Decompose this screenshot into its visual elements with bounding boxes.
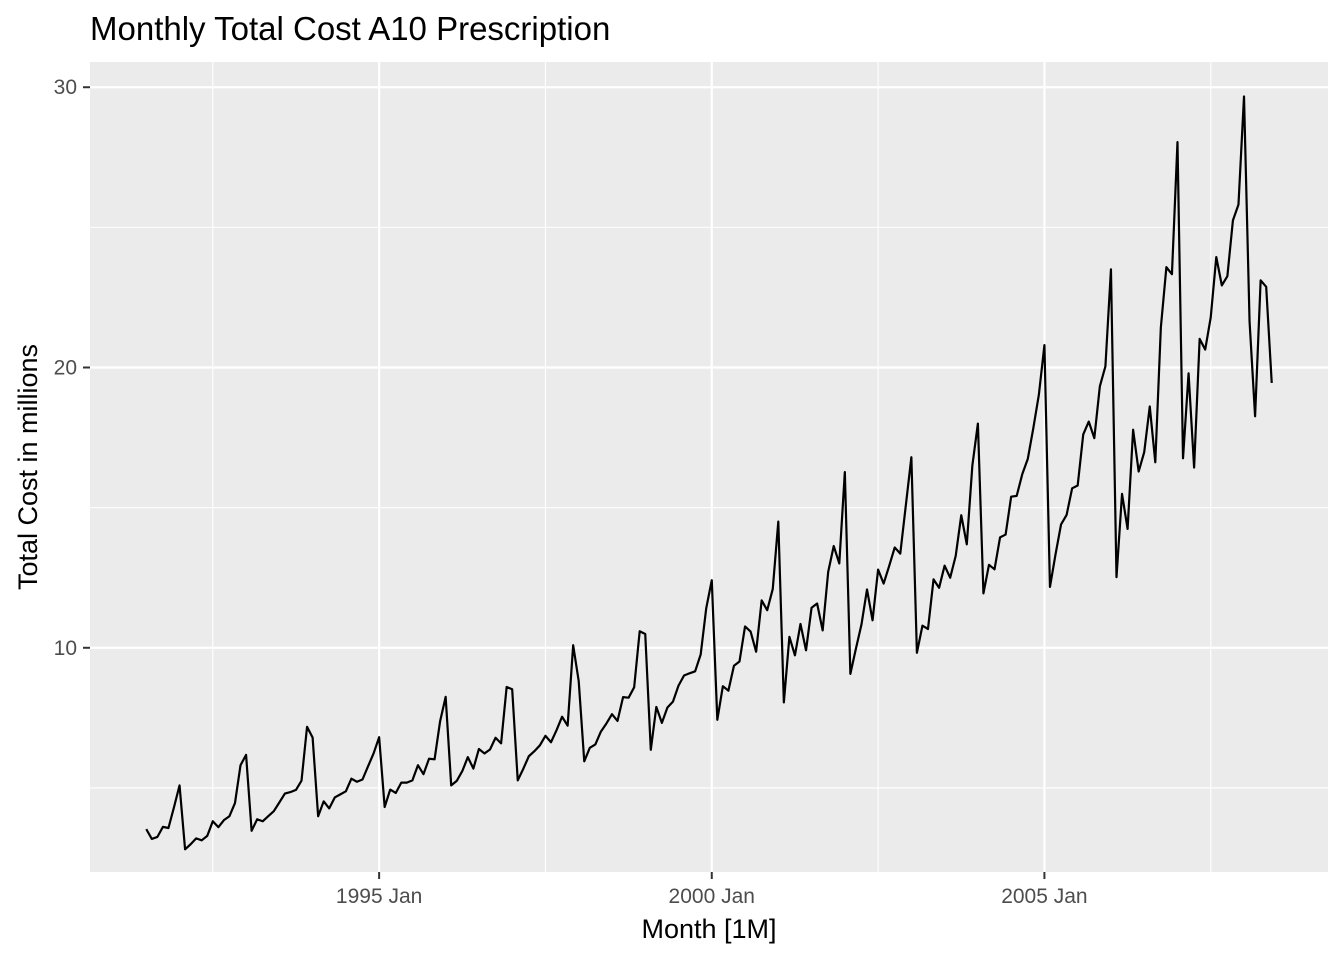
plot-panel	[90, 62, 1328, 872]
y-tick-label: 20	[54, 357, 77, 380]
x-tick-label: 1995 Jan	[336, 885, 422, 908]
x-tick-label: 2000 Jan	[669, 885, 755, 908]
major-gridlines	[90, 62, 1328, 872]
x-axis: 1995 Jan 2000 Jan 2005 Jan	[336, 872, 1088, 908]
x-tick-label: 2005 Jan	[1001, 885, 1087, 908]
y-axis: 10 20 30	[54, 76, 90, 660]
minor-gridlines	[90, 62, 1328, 872]
y-tick-label: 10	[54, 637, 77, 660]
chart-title: Monthly Total Cost A10 Prescription	[90, 10, 610, 47]
x-axis-title: Month [1M]	[641, 914, 776, 944]
y-axis-title: Total Cost in millions	[13, 344, 43, 590]
y-tick-label: 30	[54, 76, 77, 99]
series-line	[145, 95, 1273, 851]
